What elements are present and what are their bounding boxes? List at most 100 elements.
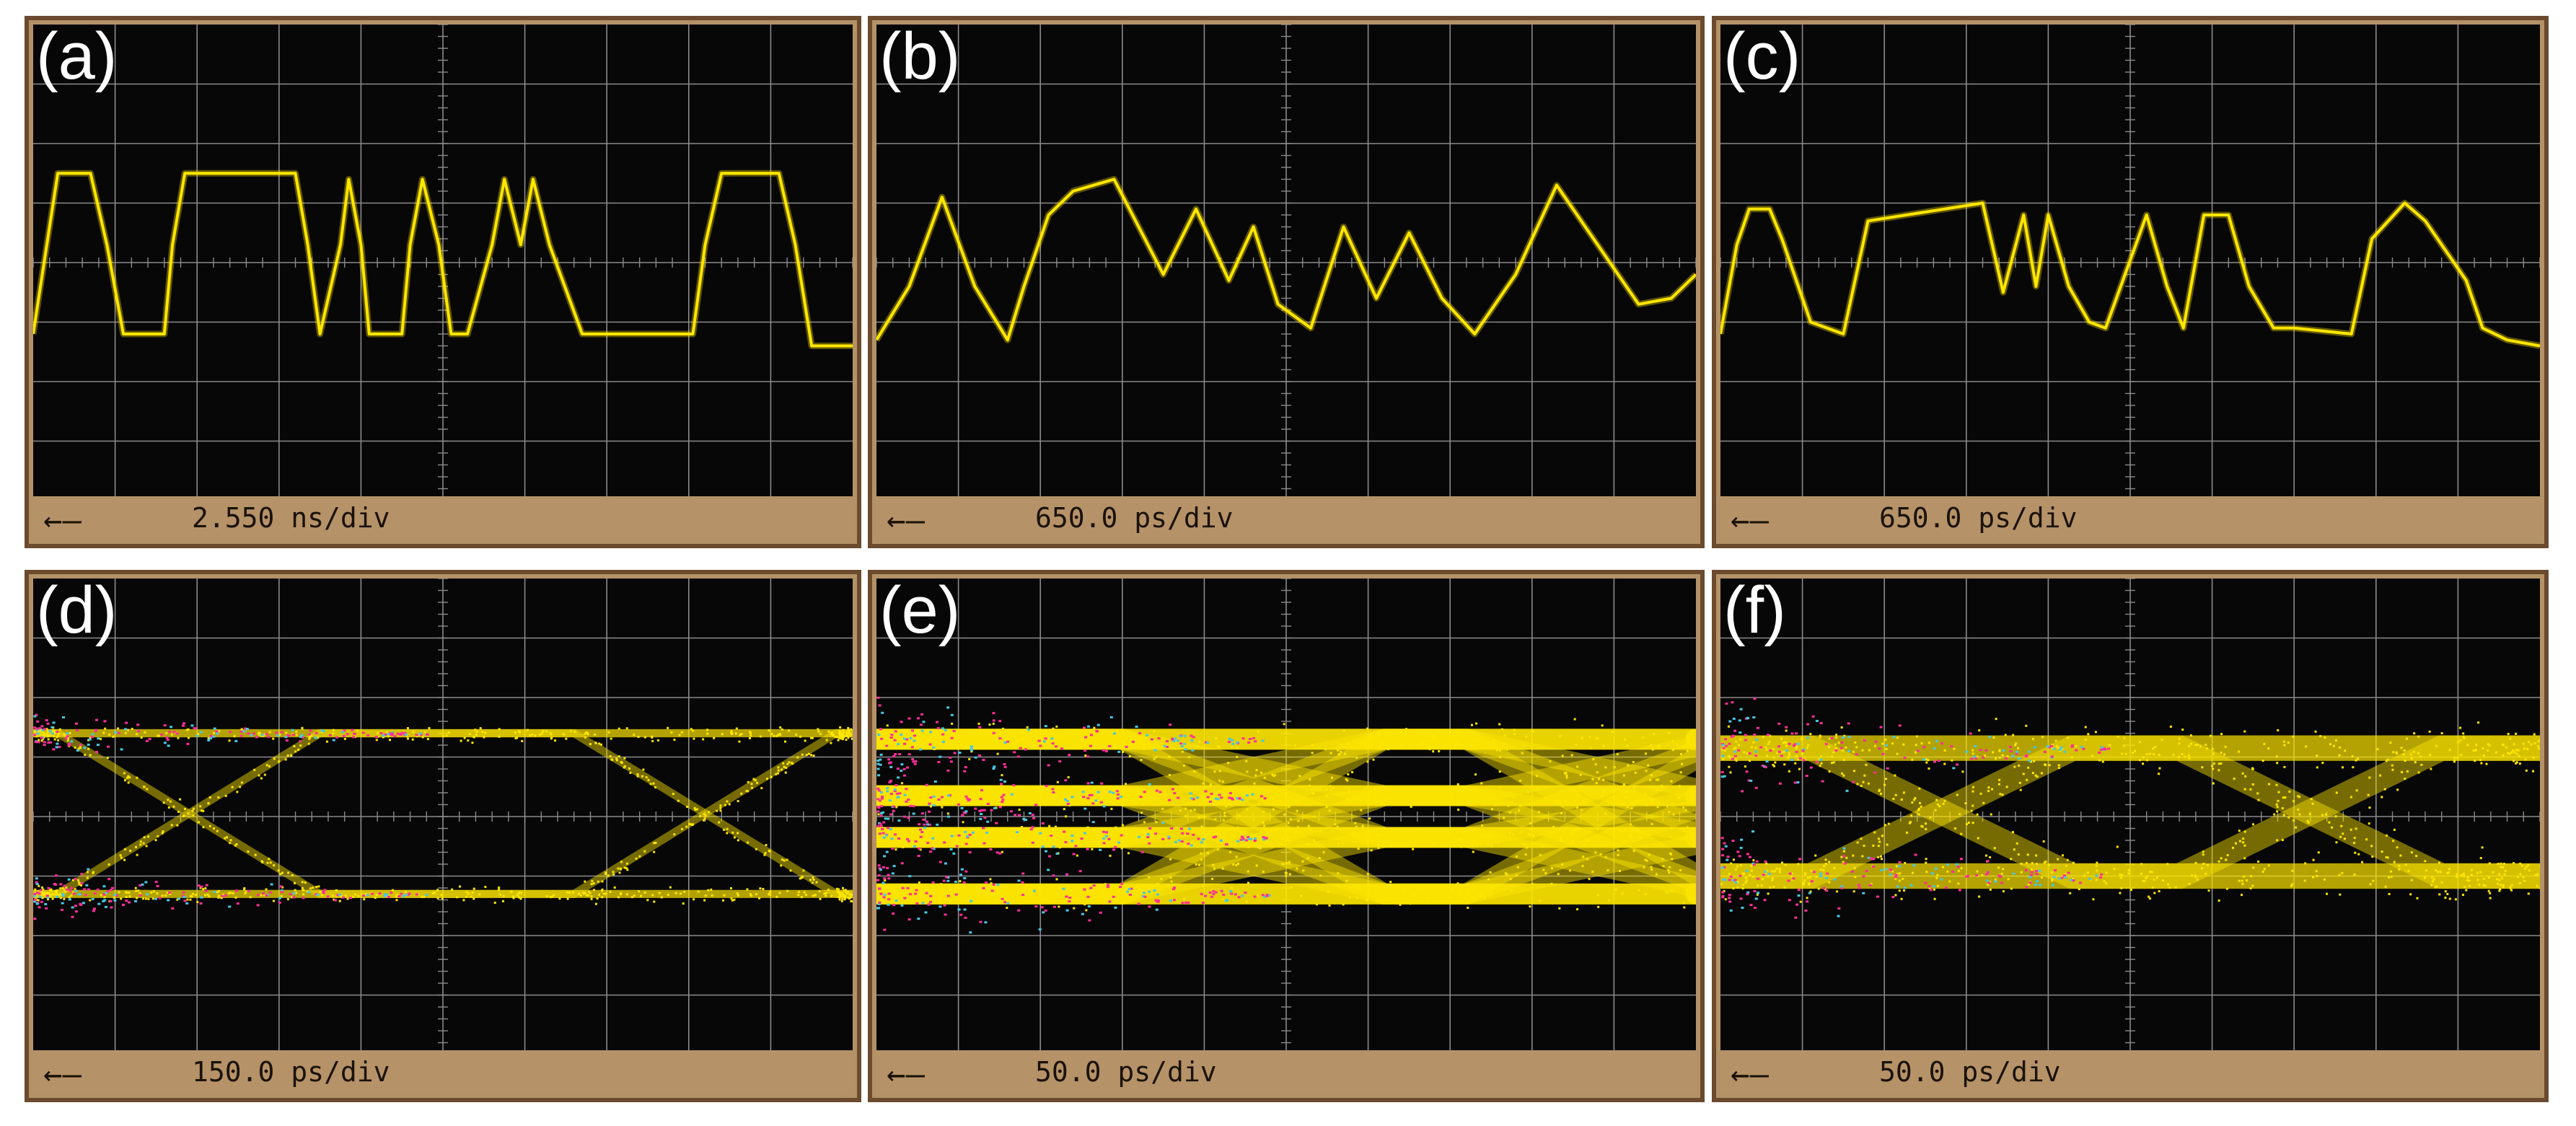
eye-sample xyxy=(1778,868,1781,871)
eye-sample xyxy=(964,828,967,831)
eye-sample xyxy=(1128,755,1131,758)
eye-sample xyxy=(1572,840,1575,843)
eye-sample xyxy=(1135,833,1138,836)
persistence-sample xyxy=(2106,747,2110,750)
eye-sample xyxy=(1252,842,1255,845)
persistence-sample xyxy=(267,735,271,738)
persistence-sample xyxy=(879,824,883,827)
eye-sample xyxy=(302,893,305,896)
eye-sample xyxy=(127,729,130,731)
eye-sample xyxy=(1400,744,1403,747)
persistence-sample xyxy=(917,918,920,920)
persistence-sample xyxy=(1017,879,1021,882)
eye-sample xyxy=(1749,760,1751,762)
eye-sample xyxy=(281,871,283,874)
eye-sample xyxy=(812,894,814,897)
eye-sample xyxy=(40,730,43,733)
eye-sample xyxy=(1892,797,1895,800)
persistence-sample xyxy=(1171,788,1174,791)
eye-sample xyxy=(49,734,52,736)
eye-sample xyxy=(850,900,853,903)
eye-sample xyxy=(291,874,294,876)
persistence-sample xyxy=(1220,796,1223,799)
eye-sample xyxy=(1184,815,1187,818)
eye-sample xyxy=(2116,735,2119,738)
persistence-sample xyxy=(323,889,327,892)
eye-sample xyxy=(589,892,592,894)
persistence-sample xyxy=(348,897,352,900)
eye-sample xyxy=(913,836,915,839)
eye-sample xyxy=(941,889,944,892)
eye-sample xyxy=(1289,818,1292,821)
eye-sample xyxy=(2091,755,2094,757)
persistence-sample xyxy=(1247,741,1251,744)
eye-sample xyxy=(2267,864,2270,867)
eye-sample xyxy=(607,874,610,877)
eye-sample xyxy=(623,766,625,769)
persistence-sample xyxy=(1128,893,1132,896)
eye-sample xyxy=(602,892,605,895)
persistence-sample xyxy=(1191,749,1195,752)
eye-sample xyxy=(1601,795,1604,798)
eye-sample xyxy=(48,892,50,895)
eye-sample xyxy=(2391,764,2393,767)
eye-sample xyxy=(2339,746,2342,749)
persistence-sample xyxy=(1086,725,1090,728)
eye-sample xyxy=(807,752,810,755)
eye-sample xyxy=(1688,740,1691,743)
eye-sample xyxy=(804,739,806,742)
eye-sample xyxy=(2480,762,2483,765)
persistence-sample xyxy=(903,897,907,900)
persistence-sample xyxy=(38,895,42,898)
eye-sample xyxy=(770,775,773,778)
persistence-sample xyxy=(260,734,264,736)
eye-sample xyxy=(1125,783,1127,786)
eye-sample xyxy=(1143,821,1146,824)
eye-sample xyxy=(63,734,66,736)
persistence-sample xyxy=(900,721,903,723)
eye-sample xyxy=(604,872,607,875)
persistence-sample xyxy=(287,734,291,737)
eye-trace xyxy=(876,785,1696,905)
eye-sample xyxy=(1729,771,1732,774)
eye-sample xyxy=(1671,858,1674,861)
eye-sample xyxy=(1661,843,1663,846)
eye-sample xyxy=(656,739,659,742)
eye-sample xyxy=(909,902,912,905)
eye-sample xyxy=(2507,733,2510,736)
persistence-sample xyxy=(1065,799,1069,802)
scope-status-bar: ←— 50.0 ps/div xyxy=(1720,1050,2540,1094)
eye-sample xyxy=(605,892,607,895)
eye-sample xyxy=(1856,841,1859,844)
eye-sample xyxy=(1650,868,1653,871)
eye-sample xyxy=(842,736,845,739)
eye-sample xyxy=(1209,783,1212,786)
eye-sample xyxy=(2476,879,2479,881)
eye-sample xyxy=(59,897,62,900)
eye-sample xyxy=(2217,900,2220,902)
timebase-readout: 650.0 ps/div xyxy=(1879,502,2078,534)
eye-sample xyxy=(2335,841,2338,844)
eye-sample xyxy=(2158,767,2161,770)
eye-sample xyxy=(895,806,898,809)
eye-sample xyxy=(1602,778,1605,781)
eye-sample xyxy=(2453,756,2456,759)
eye-sample xyxy=(1765,862,1768,865)
persistence-sample xyxy=(80,873,84,876)
persistence-sample xyxy=(1754,750,1758,753)
eye-sample xyxy=(2435,744,2438,747)
eye-sample xyxy=(2425,869,2427,872)
scope-status-bar: ←— 650.0 ps/div xyxy=(1720,496,2540,540)
eye-sample xyxy=(265,888,268,891)
eye-sample xyxy=(247,850,250,853)
eye-sample xyxy=(812,876,814,879)
eye-sample xyxy=(2070,756,2073,759)
persistence-sample xyxy=(361,731,365,734)
eye-sample xyxy=(881,793,884,796)
eye-sample xyxy=(1582,856,1585,858)
persistence-sample xyxy=(2002,749,2005,752)
eye-sample xyxy=(612,871,615,874)
eye-sample xyxy=(78,883,81,886)
eye-sample xyxy=(562,733,565,736)
eye-sample xyxy=(1776,752,1779,755)
